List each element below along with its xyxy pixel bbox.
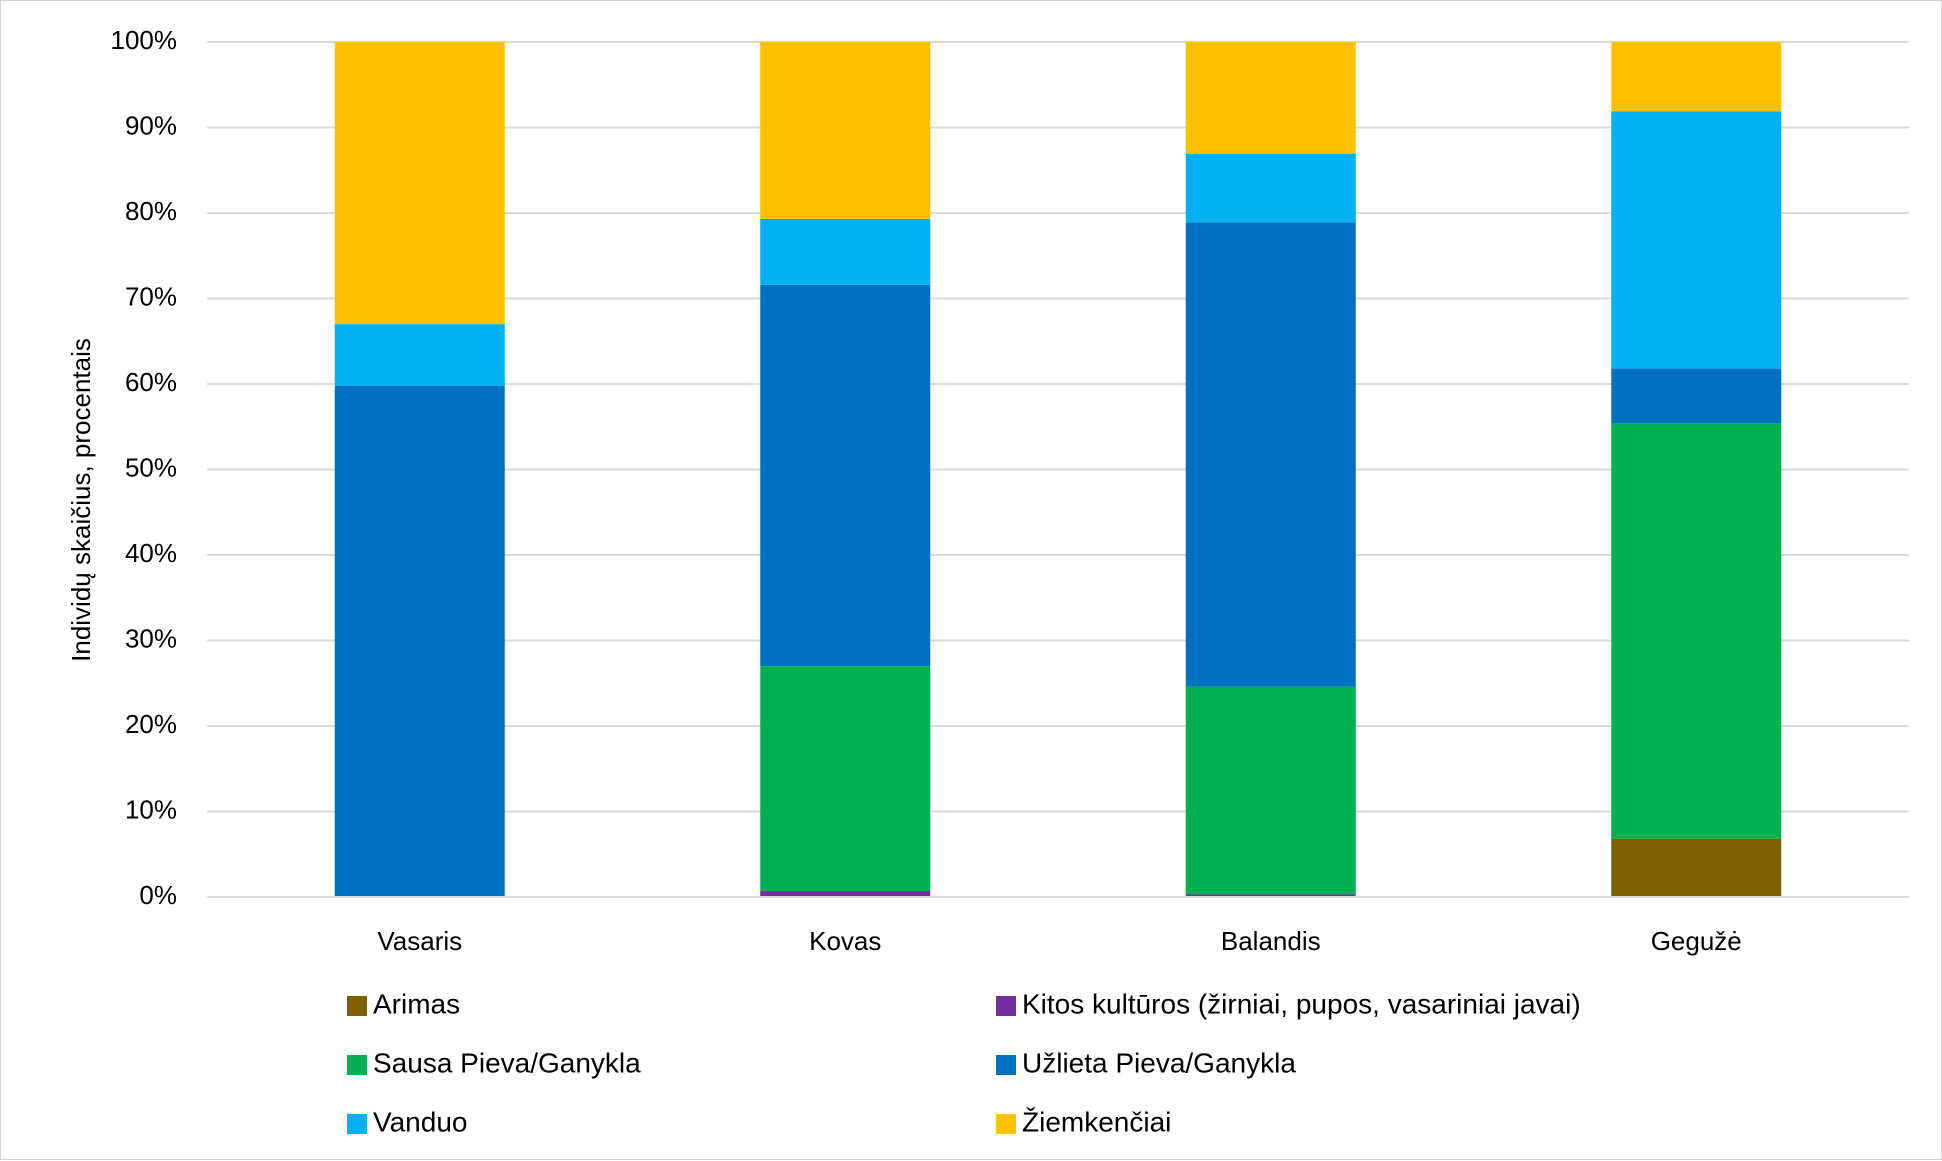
y-tick-label: 40%	[125, 538, 177, 568]
legend-label: Vanduo	[373, 1106, 467, 1137]
legend-label: Kitos kultūros (žirniai, pupos, vasarini…	[1022, 988, 1581, 1019]
y-tick-label: 30%	[125, 623, 177, 653]
y-tick-label: 10%	[125, 794, 177, 824]
y-axis-title: Individų skaičius, procentais	[66, 338, 96, 662]
bar-segment	[760, 666, 931, 892]
bar-segment	[760, 218, 931, 285]
y-tick-label: 80%	[125, 196, 177, 226]
y-tick-label: 100%	[111, 25, 178, 55]
y-tick-label: 0%	[139, 880, 177, 910]
x-tick-label: Balandis	[1221, 926, 1321, 956]
legend-swatch	[347, 996, 367, 1016]
x-tick-label: Kovas	[809, 926, 881, 956]
bar-segment	[1611, 423, 1782, 839]
legend-swatch	[996, 1114, 1016, 1134]
x-tick-label: Gegužė	[1651, 926, 1742, 956]
bar-segment	[1185, 894, 1356, 897]
bar-segment	[760, 891, 931, 897]
bars	[334, 42, 1782, 897]
y-tick-label: 20%	[125, 709, 177, 739]
bar-segment	[334, 42, 505, 325]
y-tick-label: 70%	[125, 281, 177, 311]
bar-segment	[1611, 42, 1782, 112]
legend-label: Žiemkenčiai	[1022, 1106, 1171, 1137]
y-tick-label: 90%	[125, 110, 177, 140]
legend-label: Sausa Pieva/Ganykla	[373, 1047, 641, 1078]
bar-segment	[1185, 154, 1356, 223]
bar-segment	[760, 284, 931, 667]
y-tick-label: 50%	[125, 452, 177, 482]
bar-segment	[1185, 686, 1356, 895]
bar-segment	[1611, 368, 1782, 424]
y-tick-label: 60%	[125, 367, 177, 397]
bar-segment	[1611, 838, 1782, 897]
bar-segment	[334, 324, 505, 386]
axes: Individų skaičius, procentais 0% 10% 20% 30…	[66, 25, 1909, 956]
bar-segment	[1611, 111, 1782, 369]
bar-segment	[334, 385, 505, 897]
x-tick-label: Vasaris	[377, 926, 462, 956]
legend-label: Arimas	[373, 988, 460, 1019]
legend: Arimas Kitos kultūros (žirniai, pupos, va…	[347, 988, 1581, 1137]
legend-swatch	[996, 1055, 1016, 1075]
bar-segment	[1185, 222, 1356, 687]
legend-label: Užlieta Pieva/Ganykla	[1022, 1047, 1296, 1078]
bar-segment	[1185, 42, 1356, 155]
legend-swatch	[347, 1055, 367, 1075]
legend-swatch	[347, 1114, 367, 1134]
legend-swatch	[996, 996, 1016, 1016]
bar-segment	[760, 42, 931, 219]
